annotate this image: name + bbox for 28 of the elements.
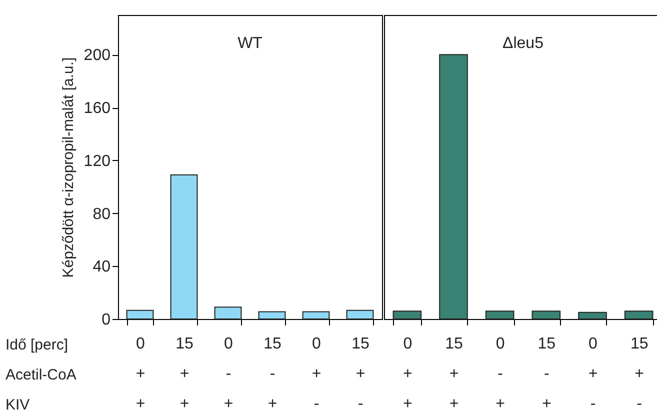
text: WT bbox=[238, 35, 263, 52]
x-tick-label: 15 + - bbox=[352, 336, 370, 412]
bar bbox=[302, 311, 330, 320]
y-tick-label: 120 bbox=[84, 152, 111, 170]
bar bbox=[170, 174, 198, 320]
y-tick-label: 160 bbox=[84, 100, 111, 118]
y-axis-title: Képződött α-izopropil-malát [a.u.] bbox=[60, 57, 77, 278]
x-tick-label: 15 - + bbox=[264, 336, 282, 412]
x-tick-label: 15 + + bbox=[445, 336, 463, 412]
x-tick-label: 15 + + bbox=[176, 336, 194, 412]
x-tick-label: 0 + + bbox=[136, 336, 146, 412]
y-tick-label: 40 bbox=[92, 258, 111, 276]
x-tick-label: 15 - + bbox=[538, 336, 556, 412]
bar bbox=[126, 310, 154, 320]
bar bbox=[214, 306, 242, 320]
y-tick-label: 80 bbox=[92, 206, 111, 223]
y-tick-label: 0 bbox=[102, 312, 111, 328]
bar bbox=[346, 310, 374, 320]
x-tick-label: 0 - + bbox=[496, 336, 506, 412]
y-tick-label: 200 bbox=[84, 47, 111, 64]
x-tick-label: 15 + - bbox=[630, 336, 648, 412]
text: Δleu5 bbox=[502, 35, 544, 52]
bar bbox=[258, 311, 286, 320]
x-tick-label: 0 + - bbox=[312, 336, 322, 412]
x-axis-title: Idő [perc] Acetil-CoA KIV bbox=[6, 336, 76, 414]
x-tick-label: 0 + - bbox=[588, 336, 598, 412]
x-tick-label: 0 + + bbox=[402, 336, 412, 412]
x-tick-label: 0 - + bbox=[224, 336, 234, 412]
